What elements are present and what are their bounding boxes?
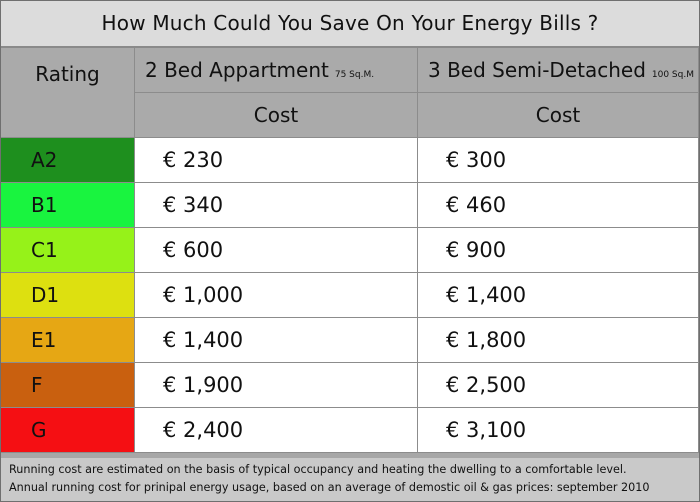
cost-cell: € 460	[418, 183, 699, 228]
rating-cell: F	[1, 363, 135, 408]
rating-header: Rating	[1, 48, 135, 138]
cost-cell: € 900	[418, 228, 699, 273]
cost-cell: € 1,000	[135, 273, 418, 318]
column-name-3-bed: 3 Bed Semi-Detached	[428, 58, 646, 82]
table-title: How Much Could You Save On Your Energy B…	[1, 1, 699, 48]
rating-cell: B1	[1, 183, 135, 228]
column-header-3-bed: 3 Bed Semi-Detached 100 Sq.M	[418, 48, 699, 93]
column-name-2-bed: 2 Bed Appartment	[145, 58, 329, 82]
rating-cell: D1	[1, 273, 135, 318]
column-size-3-bed: 100 Sq.M	[651, 70, 694, 80]
cost-subheader-3-bed: Cost	[418, 93, 699, 138]
column-header-2-bed: 2 Bed Appartment 75 Sq.M.	[135, 48, 418, 93]
rating-cell: A2	[1, 138, 135, 183]
cost-cell: € 3,100	[418, 408, 699, 453]
cost-cell: € 1,800	[418, 318, 699, 363]
cost-cell: € 1,900	[135, 363, 418, 408]
column-size-2-bed: 75 Sq.M.	[334, 70, 375, 80]
cost-cell: € 600	[135, 228, 418, 273]
cost-cell: € 230	[135, 138, 418, 183]
cost-cell: € 340	[135, 183, 418, 228]
cost-cell: € 300	[418, 138, 699, 183]
rating-cell: C1	[1, 228, 135, 273]
footnote-line-2: Annual running cost for prinipal energy …	[9, 481, 650, 494]
cost-cell: € 1,400	[135, 318, 418, 363]
rating-cell: E1	[1, 318, 135, 363]
footnote: Running cost are estimated on the basis …	[1, 458, 699, 501]
cost-cell: € 1,400	[418, 273, 699, 318]
cost-subheader-2-bed: Cost	[135, 93, 418, 138]
rating-cell: G	[1, 408, 135, 453]
footnote-line-1: Running cost are estimated on the basis …	[9, 463, 627, 476]
cost-cell: € 2,400	[135, 408, 418, 453]
cost-cell: € 2,500	[418, 363, 699, 408]
